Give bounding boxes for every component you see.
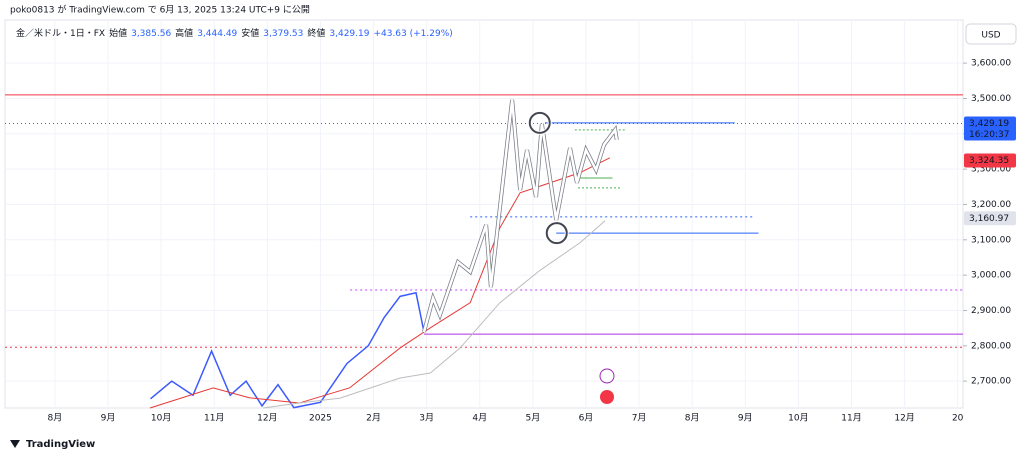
- currency: USD: [981, 31, 1000, 41]
- price-label: 3,160.97: [969, 214, 1009, 224]
- x-tick-label: 2025: [309, 414, 332, 424]
- countdown: 16:20:37: [969, 130, 1009, 140]
- marker-circle: [545, 222, 568, 245]
- ohlc-value: 3,444.49: [197, 29, 237, 39]
- x-tick-label: 11月: [841, 413, 861, 424]
- y-tick-label: 3,100.00: [971, 235, 1011, 245]
- marker-circle: [528, 111, 551, 134]
- plot-area: [4, 19, 964, 409]
- ohlc-value: 3,429.19: [329, 29, 369, 39]
- x-tick-label: 9月: [101, 413, 116, 424]
- symbol: 金／米ドル・1日・FX: [16, 27, 105, 39]
- y-tick-label: 2,700.00: [971, 377, 1011, 387]
- x-tick-label: 3月: [419, 413, 434, 424]
- logo: [10, 440, 20, 448]
- ohlc-name: 高値: [175, 27, 193, 39]
- brand: TradingView: [26, 439, 95, 450]
- price-line: [150, 291, 425, 409]
- event-icon[interactable]: [600, 390, 614, 404]
- event-icon[interactable]: [599, 368, 615, 384]
- x-tick-label: 2月: [366, 413, 381, 424]
- symbol-header: 金／米ドル・1日・FX 始値 3,385.56 高値 3,444.49 安値 3,379.5…: [16, 27, 453, 39]
- price-line: [422, 99, 618, 333]
- ohlc-name: 終値: [307, 27, 325, 39]
- change: +43.63 (+1.29%): [373, 29, 452, 39]
- grid: [5, 20, 963, 408]
- y-tick-label: 3,500.00: [971, 94, 1011, 104]
- y-tick-label: 3,000.00: [971, 271, 1011, 281]
- x-tick-label: 10月: [788, 413, 808, 424]
- price-label: 3,324.35: [969, 156, 1009, 166]
- currency-button[interactable]: [965, 23, 1017, 45]
- ohlc-name: 始値: [109, 27, 127, 39]
- y-tick-label: 3,300.00: [971, 165, 1011, 175]
- ohlc-value: 3,385.56: [131, 29, 171, 39]
- price-label-box: [964, 211, 1016, 226]
- x-tick-label: 11月: [204, 413, 224, 424]
- price-line: [263, 220, 606, 409]
- x-tick-label: 8月: [48, 413, 63, 424]
- plot: [5, 94, 963, 409]
- x-tick-label: 12月: [894, 413, 914, 424]
- x-tick-label: 7月: [632, 413, 647, 424]
- x-tick-label: 12月: [257, 413, 277, 424]
- x-tick-label: 8月: [685, 413, 700, 424]
- x-tick-label: 20: [952, 414, 964, 424]
- x-tick-label: 5月: [525, 413, 540, 424]
- x-tick-label: 6月: [579, 413, 594, 424]
- y-tick-label: 3,200.00: [971, 200, 1011, 210]
- price-label-box: [964, 153, 1016, 168]
- y-tick-label: 3,600.00: [971, 59, 1011, 69]
- price-label: 3,429.19: [969, 119, 1009, 129]
- x-tick-label: 4月: [472, 413, 487, 424]
- price-label-box: [964, 116, 1016, 141]
- caption: poko0813 が TradingView.com で 6月 13, 2025…: [10, 4, 310, 16]
- y-tick-label: 2,900.00: [971, 306, 1011, 316]
- x-tick-label: 9月: [738, 413, 753, 424]
- y-tick-label: 2,800.00: [971, 341, 1011, 351]
- ohlc-value: 3,379.53: [263, 29, 303, 39]
- ohlc-name: 安値: [241, 27, 259, 39]
- x-tick-label: 10月: [151, 413, 171, 424]
